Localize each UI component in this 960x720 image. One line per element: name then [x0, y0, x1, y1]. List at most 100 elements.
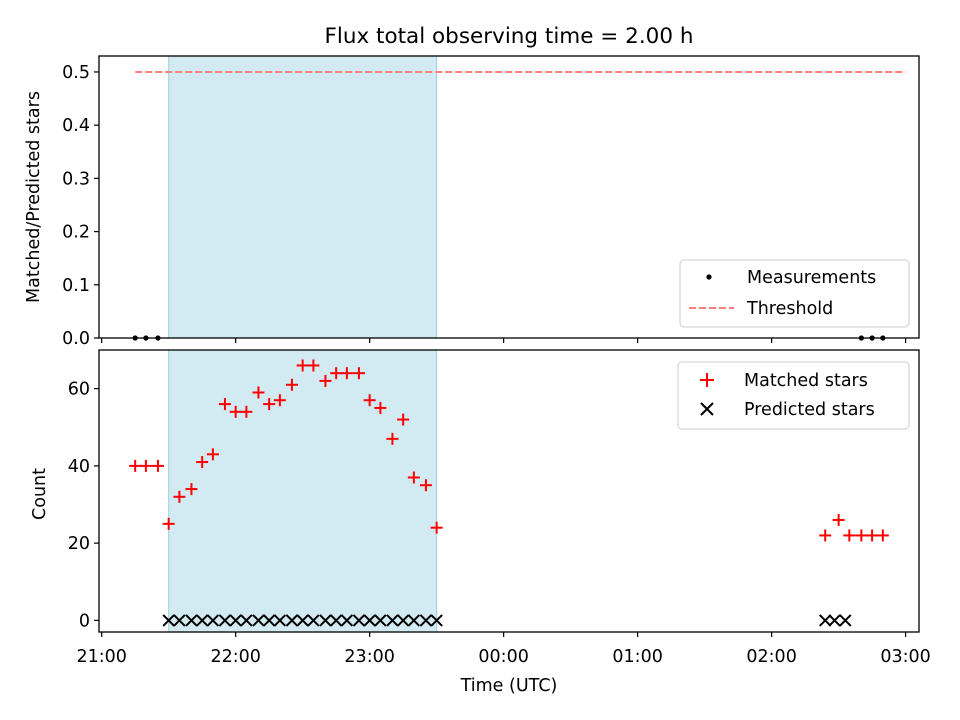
bottom-y-tick-label: 60	[68, 380, 90, 400]
predicted-star-point	[363, 614, 376, 627]
matched-legend-label: Matched stars	[744, 371, 868, 391]
threshold-legend-label: Threshold	[746, 299, 833, 319]
predicted-star-point	[839, 614, 852, 627]
top-y-tick-label: 0.5	[62, 63, 90, 83]
predicted-star-point	[329, 614, 343, 627]
bottom-y-tick-label: 0	[79, 611, 90, 631]
bottom-legend: Matched stars Predicted stars	[677, 361, 910, 430]
predicted-star-point	[319, 614, 332, 627]
x-tick-label: 01:00	[612, 647, 662, 667]
matched-star-point	[330, 367, 343, 380]
bottom-axes-frame	[98, 349, 920, 633]
top-y-axis: 0.0 0.1 0.2 0.3 0.4 0.5	[62, 63, 99, 349]
bottom-y-axis: 0 20 40 60	[68, 380, 99, 631]
predicted-star-point	[162, 614, 175, 627]
top-y-tick-label: 0.0	[62, 329, 90, 349]
predicted-star-point	[173, 614, 186, 627]
predicted-star-point	[273, 614, 287, 627]
matched-star-point	[206, 448, 219, 461]
bottom-x-axis: 21:00 22:00 23:00 00:00 01:00 02:00 03:00	[76, 632, 931, 667]
matched-star-point	[218, 398, 231, 411]
predicted-star-point	[407, 614, 421, 627]
matched-star-point	[855, 529, 868, 542]
matched-star-point	[252, 386, 265, 399]
matched-star-point	[340, 367, 353, 380]
matched-legend-marker	[700, 373, 714, 387]
predicted-star-point	[419, 614, 433, 627]
matched-star-point	[139, 459, 152, 472]
predicted-star-point	[430, 614, 443, 627]
predicted-star-point	[185, 614, 198, 627]
matched-star-point	[129, 459, 142, 472]
matched-star-point	[352, 367, 365, 380]
predicted-stars-series	[162, 614, 852, 627]
bottom-observing-window	[168, 349, 438, 633]
bottom-y-tick-label: 20	[68, 534, 90, 554]
matched-star-point	[263, 398, 276, 411]
matched-star-point	[407, 471, 420, 484]
x-tick-label: 03:00	[880, 647, 930, 667]
top-y-tick-label: 0.3	[62, 169, 90, 189]
matched-star-point	[374, 401, 387, 414]
matched-star-point	[296, 359, 309, 372]
predicted-star-point	[374, 614, 387, 627]
matched-star-point	[397, 413, 410, 426]
matched-star-point	[363, 394, 376, 407]
matched-star-point	[151, 459, 164, 472]
matched-star-point	[419, 479, 432, 492]
matched-star-point	[229, 405, 242, 418]
matched-star-point	[273, 394, 286, 407]
matched-star-point	[162, 517, 175, 530]
top-axes-frame	[98, 55, 920, 339]
predicted-star-point	[285, 614, 299, 627]
bottom-panel: 0 20 40 60 21:00 22:00 23:00 00:00 01:00 02:00 03…	[30, 349, 931, 696]
chart-title: Flux total observing time = 2.00 h	[325, 24, 694, 49]
predicted-star-point	[252, 614, 265, 627]
predicted-star-point	[307, 614, 320, 627]
top-x-ticks	[101, 338, 907, 343]
matched-star-point	[876, 529, 889, 542]
predicted-legend-label: Predicted stars	[744, 400, 875, 420]
matched-star-point	[285, 378, 298, 391]
x-tick-label: 21:00	[76, 647, 126, 667]
bottom-legend-box	[677, 361, 910, 430]
top-y-tick-label: 0.2	[62, 223, 90, 243]
matched-star-point	[832, 513, 845, 526]
matched-star-point	[866, 529, 879, 542]
predicted-star-point	[262, 614, 276, 627]
x-tick-label: 00:00	[478, 647, 528, 667]
top-y-tick-label: 0.1	[62, 276, 90, 296]
matched-star-point	[196, 456, 209, 469]
matched-star-point	[843, 529, 856, 542]
predicted-star-point	[296, 614, 309, 627]
matched-star-point	[819, 529, 832, 542]
matched-star-point	[430, 521, 443, 534]
bottom-y-tick-label: 40	[68, 457, 90, 477]
bottom-y-axis-label: Count	[30, 468, 50, 520]
matched-stars-series	[129, 359, 889, 542]
predicted-star-point	[195, 614, 209, 627]
predicted-star-point	[386, 614, 399, 627]
matched-star-point	[319, 374, 332, 387]
predicted-star-point	[206, 614, 220, 627]
predicted-star-point	[352, 614, 366, 627]
top-observing-window	[168, 55, 438, 339]
top-y-tick-label: 0.4	[62, 116, 90, 136]
predicted-star-point	[396, 614, 410, 627]
matched-star-point	[386, 432, 399, 445]
matched-star-point	[240, 405, 253, 418]
predicted-legend-marker	[700, 402, 714, 416]
x-axis-label: Time (UTC)	[460, 676, 558, 696]
predicted-star-point	[240, 614, 253, 627]
measurements-legend-marker	[706, 274, 712, 280]
predicted-star-point	[819, 614, 832, 627]
predicted-star-point	[828, 614, 841, 627]
measurements-legend-label: Measurements	[747, 268, 876, 288]
top-panel: 0.0 0.1 0.2 0.3 0.4 0.5 Matched/Predicted sta…	[24, 55, 920, 349]
predicted-star-point	[229, 614, 242, 627]
matched-star-point	[173, 490, 186, 503]
matched-star-point	[307, 359, 320, 372]
predicted-star-point	[218, 614, 232, 627]
